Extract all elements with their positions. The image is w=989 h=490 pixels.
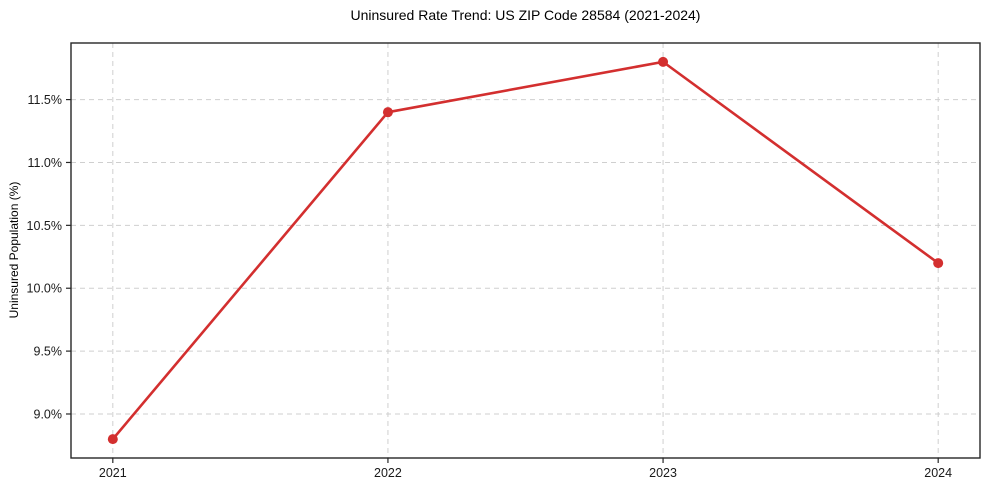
x-tick-label: 2021 — [99, 466, 127, 480]
y-tick-label: 9.5% — [34, 345, 63, 359]
x-tick-label: 2022 — [374, 466, 402, 480]
y-axis-label: Uninsured Population (%) — [7, 181, 21, 319]
y-tick-label: 9.0% — [34, 407, 63, 421]
data-point — [382, 107, 393, 118]
chart-title: Uninsured Rate Trend: US ZIP Code 28584 … — [350, 7, 701, 23]
data-point — [107, 434, 118, 445]
x-tick-label: 2024 — [924, 466, 952, 480]
data-point — [658, 56, 669, 67]
data-point — [933, 258, 944, 269]
y-tick-label: 11.0% — [27, 156, 62, 170]
line-series — [111, 60, 940, 441]
plot-border — [70, 42, 981, 459]
y-tick-label: 10.5% — [27, 219, 62, 233]
x-tick-label: 2023 — [649, 466, 677, 480]
y-tick-label: 10.0% — [27, 282, 62, 296]
y-tick-label: 11.5% — [27, 93, 62, 107]
